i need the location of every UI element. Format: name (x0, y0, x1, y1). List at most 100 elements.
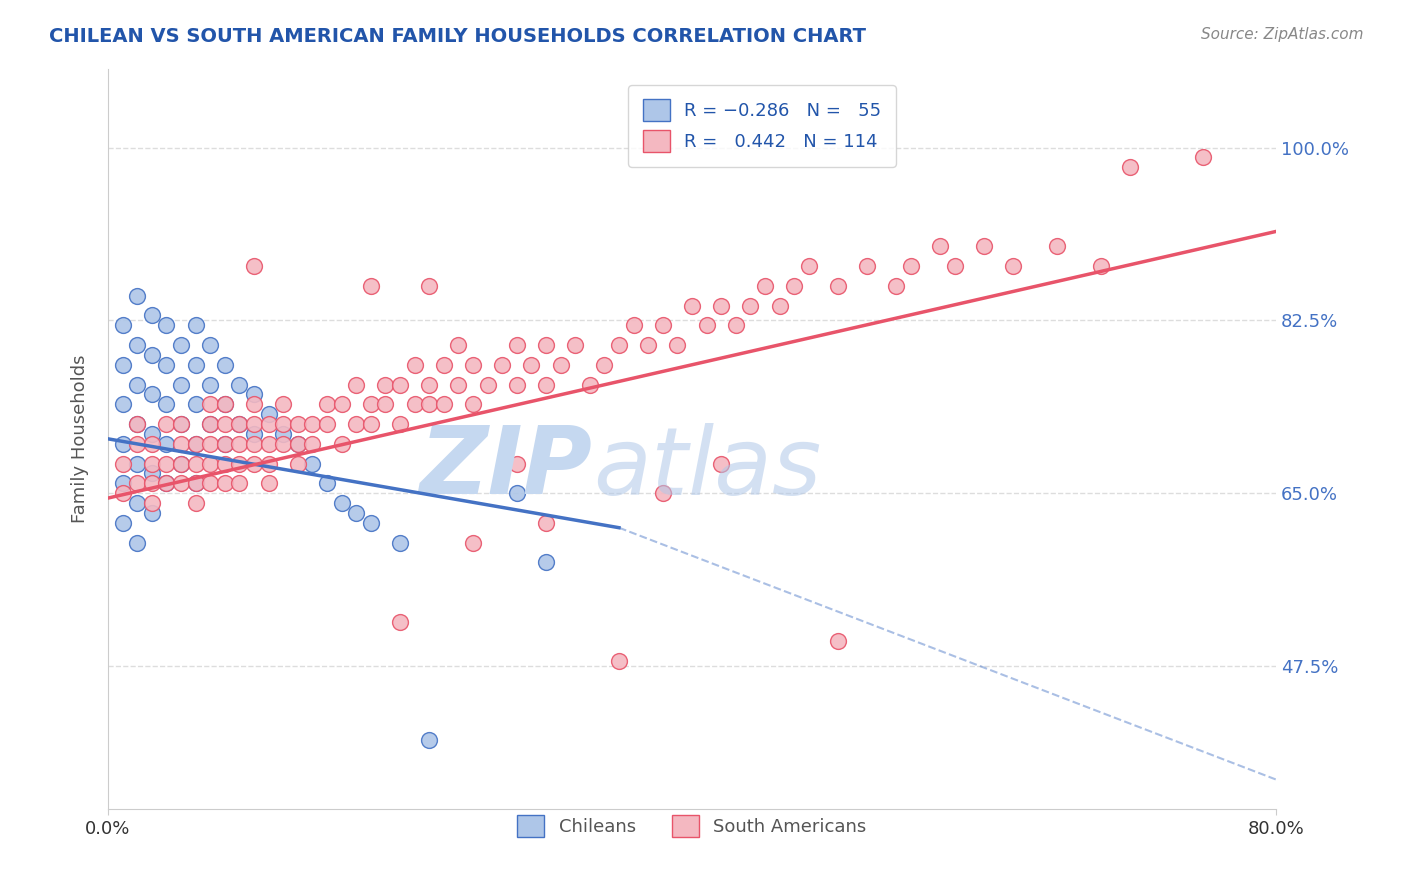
Point (578, 377, 600, 392)
Point (506, 338, 529, 352)
Point (170, 338, 193, 352)
Point (433, 358, 456, 372)
Point (141, 309, 163, 323)
Point (170, 377, 193, 392)
Point (418, 733, 440, 747)
Point (198, 397, 221, 411)
Point (433, 397, 456, 411)
Point (827, 278, 849, 293)
Point (111, 486, 134, 500)
Point (404, 397, 426, 411)
Point (506, 377, 529, 392)
Point (127, 377, 149, 392)
Point (228, 457, 250, 471)
Point (330, 397, 353, 411)
Point (198, 436, 221, 450)
Point (243, 259, 266, 273)
Point (301, 457, 323, 471)
Point (243, 397, 266, 411)
Point (856, 259, 879, 273)
Point (170, 457, 193, 471)
Point (111, 318, 134, 333)
Point (155, 417, 177, 431)
Point (243, 417, 266, 431)
Point (184, 436, 207, 450)
Point (214, 417, 236, 431)
Point (257, 417, 280, 431)
Point (520, 358, 543, 372)
Point (666, 338, 689, 352)
Point (257, 476, 280, 491)
Point (184, 318, 207, 333)
Point (243, 436, 266, 450)
Point (637, 338, 659, 352)
Point (184, 457, 207, 471)
Point (447, 377, 470, 392)
Point (330, 436, 353, 450)
Point (1192, 150, 1215, 164)
Point (534, 516, 557, 530)
Point (534, 377, 557, 392)
Point (141, 476, 163, 491)
Point (461, 358, 484, 372)
Point (271, 397, 294, 411)
Point (1119, 161, 1142, 175)
Point (141, 457, 163, 471)
Point (447, 338, 470, 352)
Point (141, 348, 163, 362)
Point (228, 417, 250, 431)
Point (111, 457, 134, 471)
Point (111, 516, 134, 530)
Point (155, 476, 177, 491)
Point (127, 288, 149, 302)
Point (127, 338, 149, 352)
Point (1090, 259, 1112, 273)
Point (1046, 239, 1069, 253)
Point (316, 476, 339, 491)
Point (214, 436, 236, 450)
Point (344, 377, 367, 392)
Point (461, 397, 484, 411)
Point (404, 358, 426, 372)
Point (243, 387, 266, 401)
Point (127, 496, 149, 510)
Point (198, 377, 221, 392)
Point (141, 496, 163, 510)
Point (214, 397, 236, 411)
Point (607, 654, 630, 668)
Point (184, 358, 207, 372)
Point (418, 278, 440, 293)
Point (271, 417, 294, 431)
Point (155, 318, 177, 333)
Point (360, 397, 382, 411)
Point (170, 457, 193, 471)
Point (418, 397, 440, 411)
Point (973, 239, 995, 253)
Point (301, 417, 323, 431)
Y-axis label: Family Households: Family Households (72, 355, 89, 523)
Text: CHILEAN VS SOUTH AMERICAN FAMILY HOUSEHOLDS CORRELATION CHART: CHILEAN VS SOUTH AMERICAN FAMILY HOUSEHO… (49, 27, 866, 45)
Point (111, 397, 134, 411)
Point (127, 476, 149, 491)
Point (681, 299, 703, 313)
Point (214, 436, 236, 450)
Point (228, 436, 250, 450)
Point (886, 278, 908, 293)
Point (301, 436, 323, 450)
Point (243, 457, 266, 471)
Point (198, 417, 221, 431)
Point (316, 417, 339, 431)
Point (170, 417, 193, 431)
Point (534, 338, 557, 352)
Point (228, 476, 250, 491)
Point (316, 397, 339, 411)
Point (593, 358, 616, 372)
Point (710, 299, 733, 313)
Point (184, 476, 207, 491)
Point (287, 436, 309, 450)
Point (550, 358, 572, 372)
Point (228, 417, 250, 431)
Point (141, 467, 163, 481)
Point (141, 506, 163, 520)
Point (127, 535, 149, 549)
